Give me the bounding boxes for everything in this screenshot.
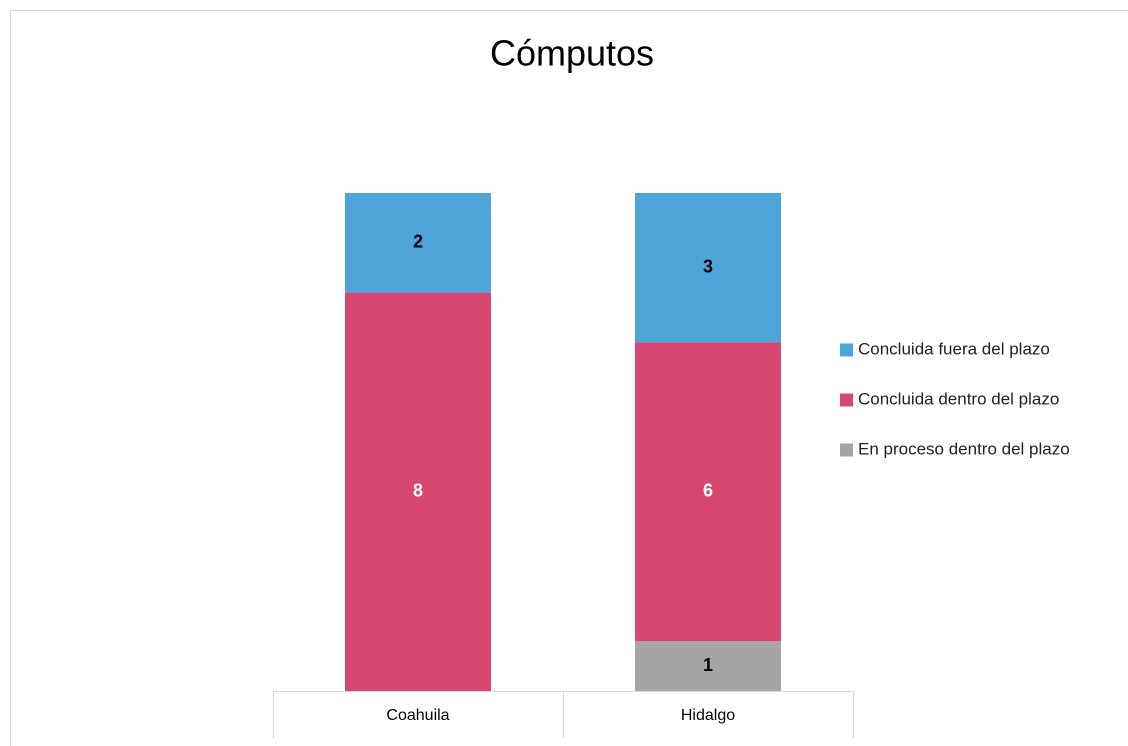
data-label: 3 (703, 256, 713, 276)
legend-label: Concluida dentro del plazo (858, 389, 1059, 408)
x-tick-label: Coahuila (386, 707, 449, 724)
chart-border (10, 10, 1128, 746)
bar-segment (635, 193, 781, 343)
data-label: 8 (413, 481, 423, 501)
legend-swatch (840, 343, 853, 357)
bar-segment (635, 641, 781, 691)
data-label: 1 (703, 655, 713, 675)
legend-label: En proceso dentro del plazo (858, 439, 1070, 458)
legend-label: Concluida fuera del plazo (858, 339, 1050, 358)
legend-swatch (840, 443, 853, 457)
bar-segment (345, 292, 491, 691)
legend-swatch (840, 393, 853, 407)
data-label: 2 (413, 232, 423, 252)
bar-segment (345, 193, 491, 293)
chart-title: Cómputos (490, 33, 654, 74)
bar-segment (635, 342, 781, 642)
data-label: 6 (703, 481, 713, 501)
x-tick-label: Hidalgo (681, 707, 735, 724)
